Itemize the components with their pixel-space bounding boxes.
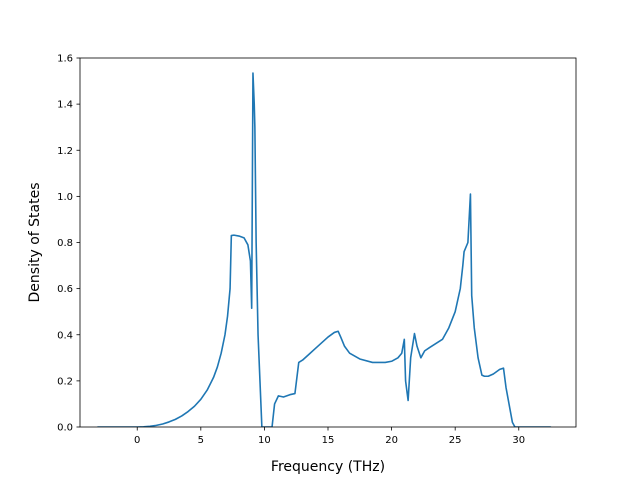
x-tick-label: 15 bbox=[322, 435, 335, 446]
y-tick-label: 1.4 bbox=[57, 100, 73, 111]
x-tick-label: 0 bbox=[134, 435, 140, 446]
y-axis-label: Density of States bbox=[27, 183, 43, 303]
x-tick-label: 25 bbox=[449, 435, 462, 446]
x-tick-label: 10 bbox=[258, 435, 271, 446]
y-tick-label: 0.2 bbox=[57, 376, 73, 387]
x-axis-ticks: 0 5 10 15 20 25 30 bbox=[134, 427, 525, 446]
y-tick-label: 1.6 bbox=[57, 54, 73, 65]
x-axis-label: Frequency (THz) bbox=[271, 459, 385, 475]
x-tick-label: 30 bbox=[512, 435, 525, 446]
y-tick-label: 0.0 bbox=[57, 423, 73, 434]
y-tick-label: 1.0 bbox=[57, 192, 73, 203]
series-line-0 bbox=[97, 72, 552, 427]
y-tick-label: 0.6 bbox=[57, 284, 73, 295]
x-tick-label: 20 bbox=[385, 435, 398, 446]
y-tick-label: 0.8 bbox=[57, 238, 73, 249]
plot-area bbox=[97, 72, 552, 427]
axes-frame bbox=[79, 57, 577, 428]
y-tick-label: 0.4 bbox=[57, 330, 73, 341]
y-tick-label: 1.2 bbox=[57, 146, 73, 157]
y-axis-ticks: 0.0 0.2 0.4 0.6 0.8 1.0 1.2 1.4 1.6 bbox=[57, 54, 80, 434]
x-tick-label: 5 bbox=[198, 435, 204, 446]
